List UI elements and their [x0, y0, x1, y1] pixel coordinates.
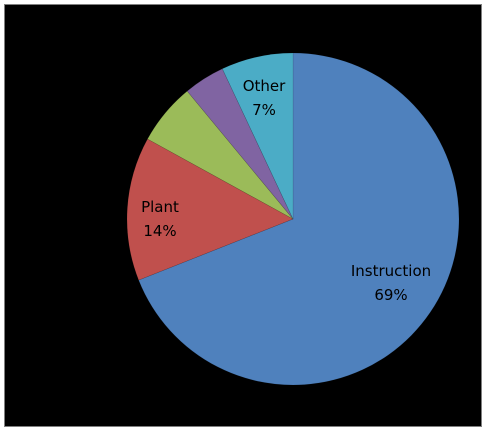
pie-slice-instruction	[138, 52, 460, 386]
slice-value-instruction: 69%	[374, 286, 407, 304]
pie-slice-green	[147, 90, 294, 220]
slice-label-other: Other	[243, 77, 286, 95]
pie-slice-plant	[126, 138, 294, 281]
pie-slice-other	[221, 52, 294, 220]
pie-slices	[126, 52, 460, 386]
pie-slice-purple	[186, 68, 294, 220]
slice-label-plant: Plant	[141, 198, 179, 216]
slice-label-instruction: Instruction	[351, 262, 431, 280]
slice-value-plant: 14%	[143, 222, 176, 240]
slice-value-other: 7%	[252, 101, 276, 119]
